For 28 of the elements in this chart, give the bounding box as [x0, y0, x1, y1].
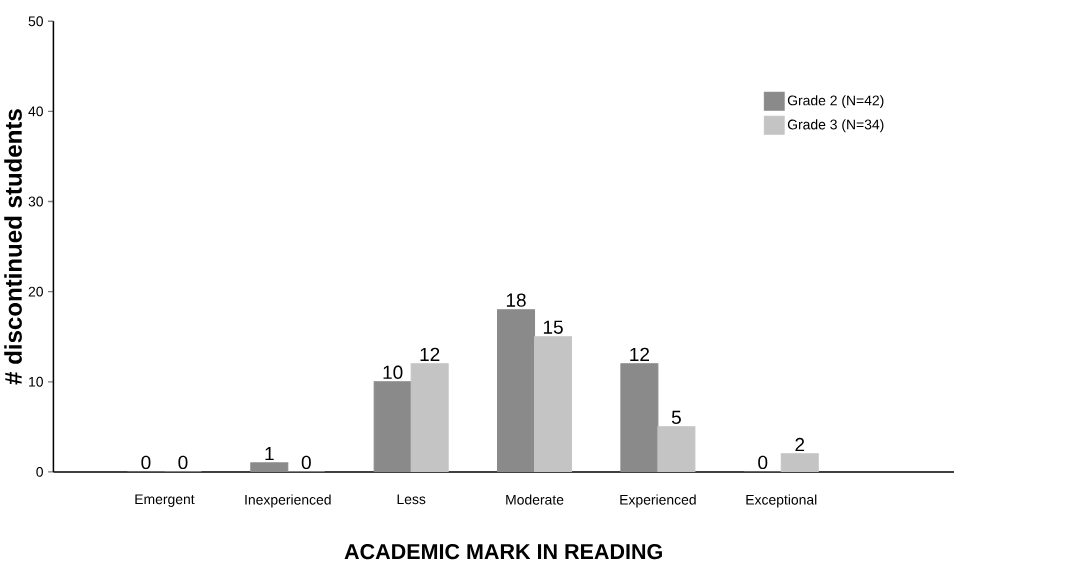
legend-label: Grade 2 (N=42): [787, 95, 884, 109]
x-tick-label: Inexperienced: [245, 494, 331, 508]
x-tick-label: Exceptional: [746, 494, 817, 508]
data-label: 12: [420, 347, 440, 361]
data-label: 10: [383, 365, 403, 379]
data-label: 18: [506, 293, 526, 307]
data-label: 0: [141, 455, 151, 470]
y-tick-label: 0: [36, 466, 43, 477]
data-label: 0: [178, 455, 188, 470]
y-axis-title: # discontinued students: [4, 109, 22, 385]
data-label: 0: [301, 455, 311, 470]
data-label: 0: [758, 455, 768, 470]
x-tick-label: Moderate: [506, 494, 564, 505]
y-tick-label: 20: [28, 286, 43, 297]
data-label: 5: [671, 410, 681, 425]
data-label: 2: [795, 437, 805, 452]
x-tick-label: Experienced: [620, 494, 696, 508]
y-tick-label: 30: [28, 196, 43, 207]
x-axis-title: ACADEMIC MARK IN READING: [344, 543, 662, 560]
x-tick-label: Emergent: [135, 494, 195, 507]
y-tick-label: 10: [29, 376, 43, 387]
y-tick-label: 50: [28, 16, 43, 27]
data-label: 1: [265, 447, 274, 461]
y-tick-label: 40: [28, 106, 43, 117]
data-label: 12: [630, 347, 649, 361]
legend-label: Grade 3 (N=34): [787, 119, 884, 133]
x-tick-label: Less: [397, 494, 426, 505]
data-label: 15: [543, 320, 563, 334]
